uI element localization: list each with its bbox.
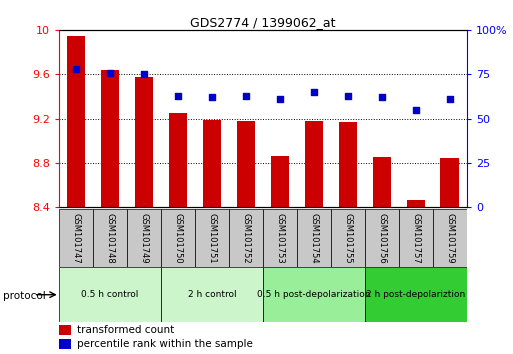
Text: percentile rank within the sample: percentile rank within the sample (77, 339, 253, 349)
Text: GSM101751: GSM101751 (207, 213, 216, 263)
Bar (93, 209, 127, 267)
Text: protocol: protocol (3, 291, 45, 301)
Text: GSM101757: GSM101757 (411, 213, 420, 263)
Bar (270, 156, 289, 207)
Bar (59, 339, 71, 349)
Bar (399, 209, 433, 267)
Bar (59, 325, 71, 335)
Bar (59, 209, 93, 267)
Bar (365, 267, 467, 322)
Text: GSM101750: GSM101750 (173, 213, 183, 263)
Text: 0.5 h control: 0.5 h control (81, 290, 139, 299)
Bar (441, 159, 459, 207)
Bar (101, 70, 120, 207)
Text: transformed count: transformed count (77, 325, 174, 335)
Bar (127, 209, 161, 267)
Bar (433, 209, 467, 267)
Text: GSM101753: GSM101753 (275, 213, 284, 263)
Bar (263, 209, 297, 267)
Text: GSM101749: GSM101749 (140, 213, 148, 263)
Point (344, 93, 352, 98)
Text: 0.5 h post-depolarization: 0.5 h post-depolarization (257, 290, 370, 299)
Text: GSM101752: GSM101752 (242, 213, 250, 263)
Point (106, 70, 114, 75)
Text: 2 h control: 2 h control (188, 290, 236, 299)
Text: GSM101755: GSM101755 (343, 213, 352, 263)
Bar (229, 209, 263, 267)
Bar (161, 267, 263, 322)
Bar (365, 209, 399, 267)
Point (276, 96, 284, 102)
Bar (297, 209, 331, 267)
Point (174, 93, 182, 98)
Bar (305, 121, 323, 207)
Bar (263, 267, 365, 322)
Text: GSM101748: GSM101748 (106, 213, 114, 263)
Bar (203, 120, 221, 207)
Point (378, 95, 386, 100)
Bar (161, 209, 195, 267)
Bar (372, 157, 391, 207)
Point (208, 95, 216, 100)
Bar (134, 76, 153, 207)
Point (72, 66, 80, 72)
Bar (59, 267, 161, 322)
Bar (331, 209, 365, 267)
Bar (236, 121, 255, 207)
Point (412, 107, 420, 113)
Point (446, 96, 454, 102)
Text: GSM101747: GSM101747 (71, 213, 81, 263)
Text: 2 h post-depolariztion: 2 h post-depolariztion (366, 290, 465, 299)
Text: GSM101756: GSM101756 (378, 213, 386, 263)
Text: GSM101759: GSM101759 (445, 213, 455, 263)
Point (310, 89, 318, 95)
Text: GSM101754: GSM101754 (309, 213, 319, 263)
Title: GDS2774 / 1399062_at: GDS2774 / 1399062_at (190, 16, 336, 29)
Bar (195, 209, 229, 267)
Bar (406, 200, 425, 207)
Point (242, 93, 250, 98)
Bar (339, 122, 357, 207)
Point (140, 72, 148, 77)
Bar (67, 36, 85, 207)
Bar (169, 113, 187, 207)
